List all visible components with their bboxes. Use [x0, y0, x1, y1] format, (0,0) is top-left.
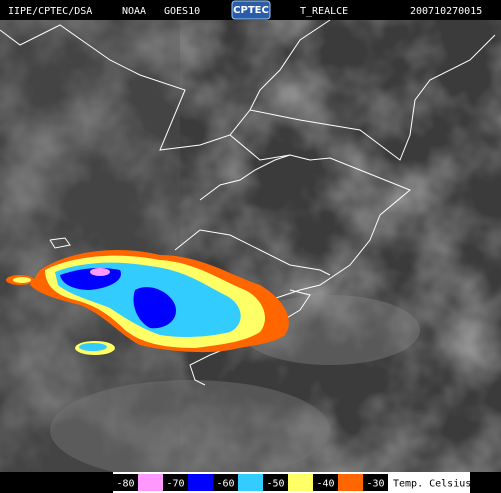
cloud-texture: [0, 20, 501, 472]
legend-label: -40: [316, 479, 334, 490]
satellite-label: GOES10: [164, 6, 200, 17]
legend-swatch: [188, 474, 213, 491]
cloud-shade: [50, 380, 330, 480]
legend-label-box: [163, 474, 188, 491]
legend-swatch: [338, 474, 363, 491]
legend-label: -60: [216, 479, 234, 490]
cold-clouds: [6, 250, 289, 355]
border-line: [174, 229, 331, 276]
legend-swatch: [288, 474, 313, 491]
coastline: [49, 237, 71, 249]
legend-label-box: [263, 474, 288, 491]
agency-label: NOAA: [122, 6, 146, 17]
legend-pad: [0, 472, 113, 493]
legend-label-box: [363, 474, 388, 491]
cloud-shade: [0, 20, 180, 472]
legend-label: -30: [366, 479, 384, 490]
legend-unit: Temp. Celsius: [393, 479, 471, 490]
border-line: [199, 154, 291, 201]
legend-pad: [470, 472, 501, 493]
coastline: [229, 134, 411, 301]
logo: CPTEC: [233, 5, 269, 16]
source-label: IIPE/CPTEC/DSA: [8, 6, 92, 17]
product-label: T_REALCE: [300, 6, 348, 17]
legend-label: -50: [266, 479, 284, 490]
legend-label: -80: [116, 479, 134, 490]
legend-label: -70: [166, 479, 184, 490]
border-line: [249, 34, 496, 161]
legend-label-box: [113, 474, 138, 491]
legend-label-box: [213, 474, 238, 491]
logo-box: [231, 0, 271, 20]
borders: [0, 19, 496, 386]
timestamp: 200710270015: [410, 6, 482, 17]
legend: -80 -70 -60 -50 -40 -30 Temp. Celsius: [113, 474, 471, 491]
border-line: [0, 19, 331, 151]
legend-swatch: [238, 474, 263, 491]
legend-swatch: [138, 474, 163, 491]
legend-label-box: [313, 474, 338, 491]
